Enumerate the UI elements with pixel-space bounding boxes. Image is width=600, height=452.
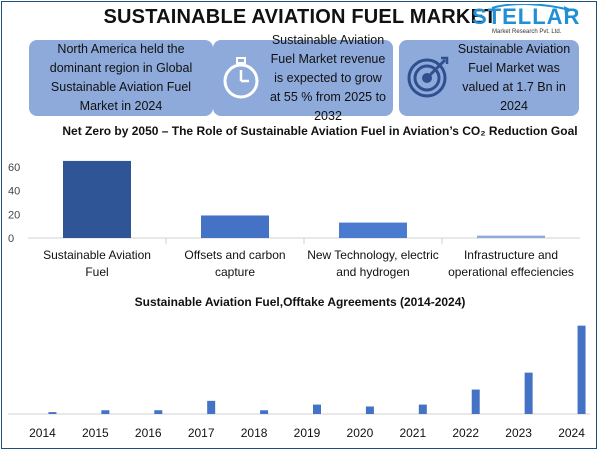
logo-subtext: Market Research Pvt. Ltd. <box>492 29 562 35</box>
bar <box>48 412 57 414</box>
x-tick-label: 2014 <box>29 426 56 440</box>
x-category-label: New Technology, electric and hydrogen <box>307 248 439 279</box>
logo-swoosh-icon <box>491 4 572 14</box>
x-category-label: Infrastructure and operational effecienc… <box>448 248 574 279</box>
bar <box>524 372 533 414</box>
bar <box>207 400 216 414</box>
stellar-logo: STELLAR Market Research Pvt. Ltd. <box>472 4 582 38</box>
x-tick-label: 2020 <box>347 426 374 440</box>
insight-card-growth: Sustainable Aviation Fuel Market revenue… <box>213 33 393 123</box>
y-tick-label: 20 <box>8 209 20 221</box>
x-tick-label: 2018 <box>241 426 268 440</box>
insight-card-text: Sustainable Aviation Fuel Market revenue… <box>269 32 387 123</box>
bar <box>471 389 480 414</box>
insight-card-region: North America held the dominant region i… <box>29 40 213 116</box>
bar <box>577 325 586 414</box>
bar <box>339 222 407 238</box>
x-tick-label: 2022 <box>452 426 479 440</box>
y-tick-label: 60 <box>8 162 20 174</box>
bar <box>154 410 163 414</box>
chart1-title: Net Zero by 2050 – The Role of Sustainab… <box>62 124 578 138</box>
logo-text: STELLAR <box>472 4 581 29</box>
bar <box>313 404 321 414</box>
x-tick-label: 2017 <box>188 426 215 440</box>
bar <box>477 235 545 238</box>
bar <box>201 215 269 238</box>
bar <box>260 410 269 414</box>
bar <box>63 160 131 238</box>
stopwatch-icon <box>223 57 259 99</box>
x-category-label: Offsets and carbon capture <box>184 248 286 279</box>
x-category-label: Sustainable Aviation Fuel <box>43 248 151 279</box>
bar <box>101 410 110 414</box>
page-title: SUSTAINABLE AVIATION FUEL MARKET <box>103 6 497 28</box>
bar <box>418 404 427 414</box>
insight-card-value: Sustainable Aviation Fuel Market was val… <box>399 40 579 116</box>
target-icon <box>407 56 449 98</box>
x-tick-label: 2021 <box>399 426 426 440</box>
bar <box>365 406 374 414</box>
x-tick-label: 2023 <box>505 426 532 440</box>
insight-card-text: Sustainable Aviation Fuel Market was val… <box>457 42 571 113</box>
x-tick-label: 2019 <box>294 426 321 440</box>
y-tick-label: 0 <box>8 233 14 245</box>
x-tick-label: 2024 <box>558 426 585 440</box>
chart2-title: Sustainable Aviation Fuel,Offtake Agreem… <box>134 295 466 309</box>
x-tick-label: 2016 <box>135 426 162 440</box>
y-tick-label: 40 <box>8 186 20 198</box>
insight-card-text: North America held the dominant region i… <box>49 42 193 113</box>
x-tick-label: 2015 <box>82 426 109 440</box>
